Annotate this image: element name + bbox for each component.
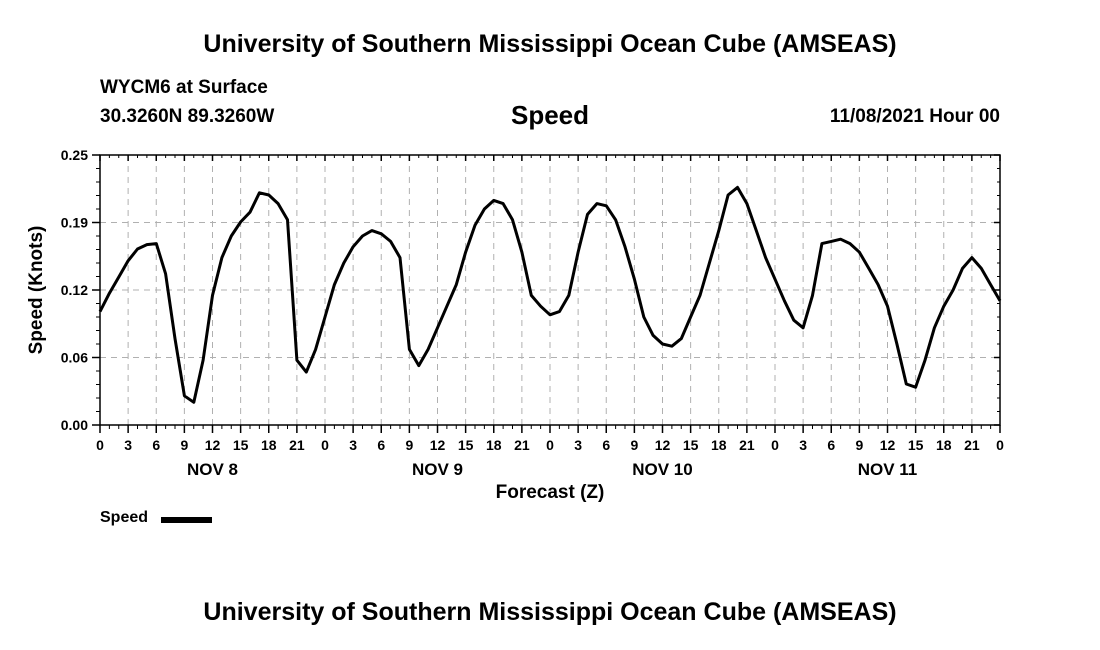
x-tick-label: 6 bbox=[602, 437, 610, 453]
x-tick-label: 12 bbox=[655, 437, 671, 453]
x-tick-label: 3 bbox=[574, 437, 582, 453]
station-label: WYCM6 at Surface bbox=[100, 77, 268, 98]
y-tick-label: 0.12 bbox=[61, 282, 88, 298]
day-label: NOV 11 bbox=[858, 460, 918, 479]
x-tick-label: 21 bbox=[514, 437, 530, 453]
x-tick-label: 15 bbox=[683, 437, 699, 453]
x-tick-label: 21 bbox=[289, 437, 305, 453]
day-label: NOV 10 bbox=[632, 460, 692, 479]
x-tick-label: 0 bbox=[771, 437, 779, 453]
x-tick-label: 15 bbox=[233, 437, 249, 453]
day-label: NOV 9 bbox=[412, 460, 463, 479]
chart-title: University of Southern Mississippi Ocean… bbox=[203, 30, 897, 58]
x-tick-label: 21 bbox=[964, 437, 980, 453]
y-axis-label: Speed (Knots) bbox=[26, 225, 47, 355]
x-tick-label: 6 bbox=[377, 437, 385, 453]
x-tick-label: 0 bbox=[996, 437, 1004, 453]
x-tick-label: 15 bbox=[458, 437, 474, 453]
x-tick-label: 3 bbox=[124, 437, 132, 453]
x-tick-label: 9 bbox=[630, 437, 638, 453]
legend-label: Speed bbox=[100, 509, 149, 526]
legend-swatch bbox=[161, 517, 212, 523]
x-tick-label: 6 bbox=[152, 437, 160, 453]
x-tick-label: 9 bbox=[855, 437, 863, 453]
x-tick-label: 9 bbox=[180, 437, 188, 453]
x-tick-label: 18 bbox=[261, 437, 277, 453]
coordinates-label: 30.3260N 89.3260W bbox=[100, 106, 275, 127]
y-tick-label: 0.19 bbox=[61, 215, 88, 231]
x-tick-label: 15 bbox=[908, 437, 924, 453]
x-tick-label: 6 bbox=[827, 437, 835, 453]
x-tick-label: 3 bbox=[349, 437, 357, 453]
x-tick-label: 18 bbox=[711, 437, 727, 453]
x-tick-label: 0 bbox=[96, 437, 104, 453]
y-tick-label: 0.06 bbox=[61, 350, 88, 366]
x-tick-label: 0 bbox=[321, 437, 329, 453]
day-label: NOV 8 bbox=[187, 460, 238, 479]
x-tick-label: 0 bbox=[546, 437, 554, 453]
x-tick-label: 21 bbox=[739, 437, 755, 453]
x-tick-label: 12 bbox=[430, 437, 446, 453]
x-tick-label: 18 bbox=[936, 437, 952, 453]
variable-title: Speed bbox=[510, 100, 590, 130]
x-tick-label: 18 bbox=[486, 437, 502, 453]
footer-title: University of Southern Mississippi Ocean… bbox=[203, 598, 897, 626]
y-tick-label: 0.00 bbox=[61, 417, 88, 433]
x-tick-label: 12 bbox=[880, 437, 896, 453]
x-tick-label: 12 bbox=[205, 437, 221, 453]
x-tick-label: 9 bbox=[405, 437, 413, 453]
x-tick-label: 3 bbox=[799, 437, 807, 453]
x-axis-label: Forecast (Z) bbox=[495, 482, 605, 503]
forecast-datetime: 11/08/2021 Hour 00 bbox=[829, 106, 1000, 127]
y-tick-label: 0.25 bbox=[61, 147, 88, 163]
speed-series-line bbox=[98, 185, 1002, 404]
